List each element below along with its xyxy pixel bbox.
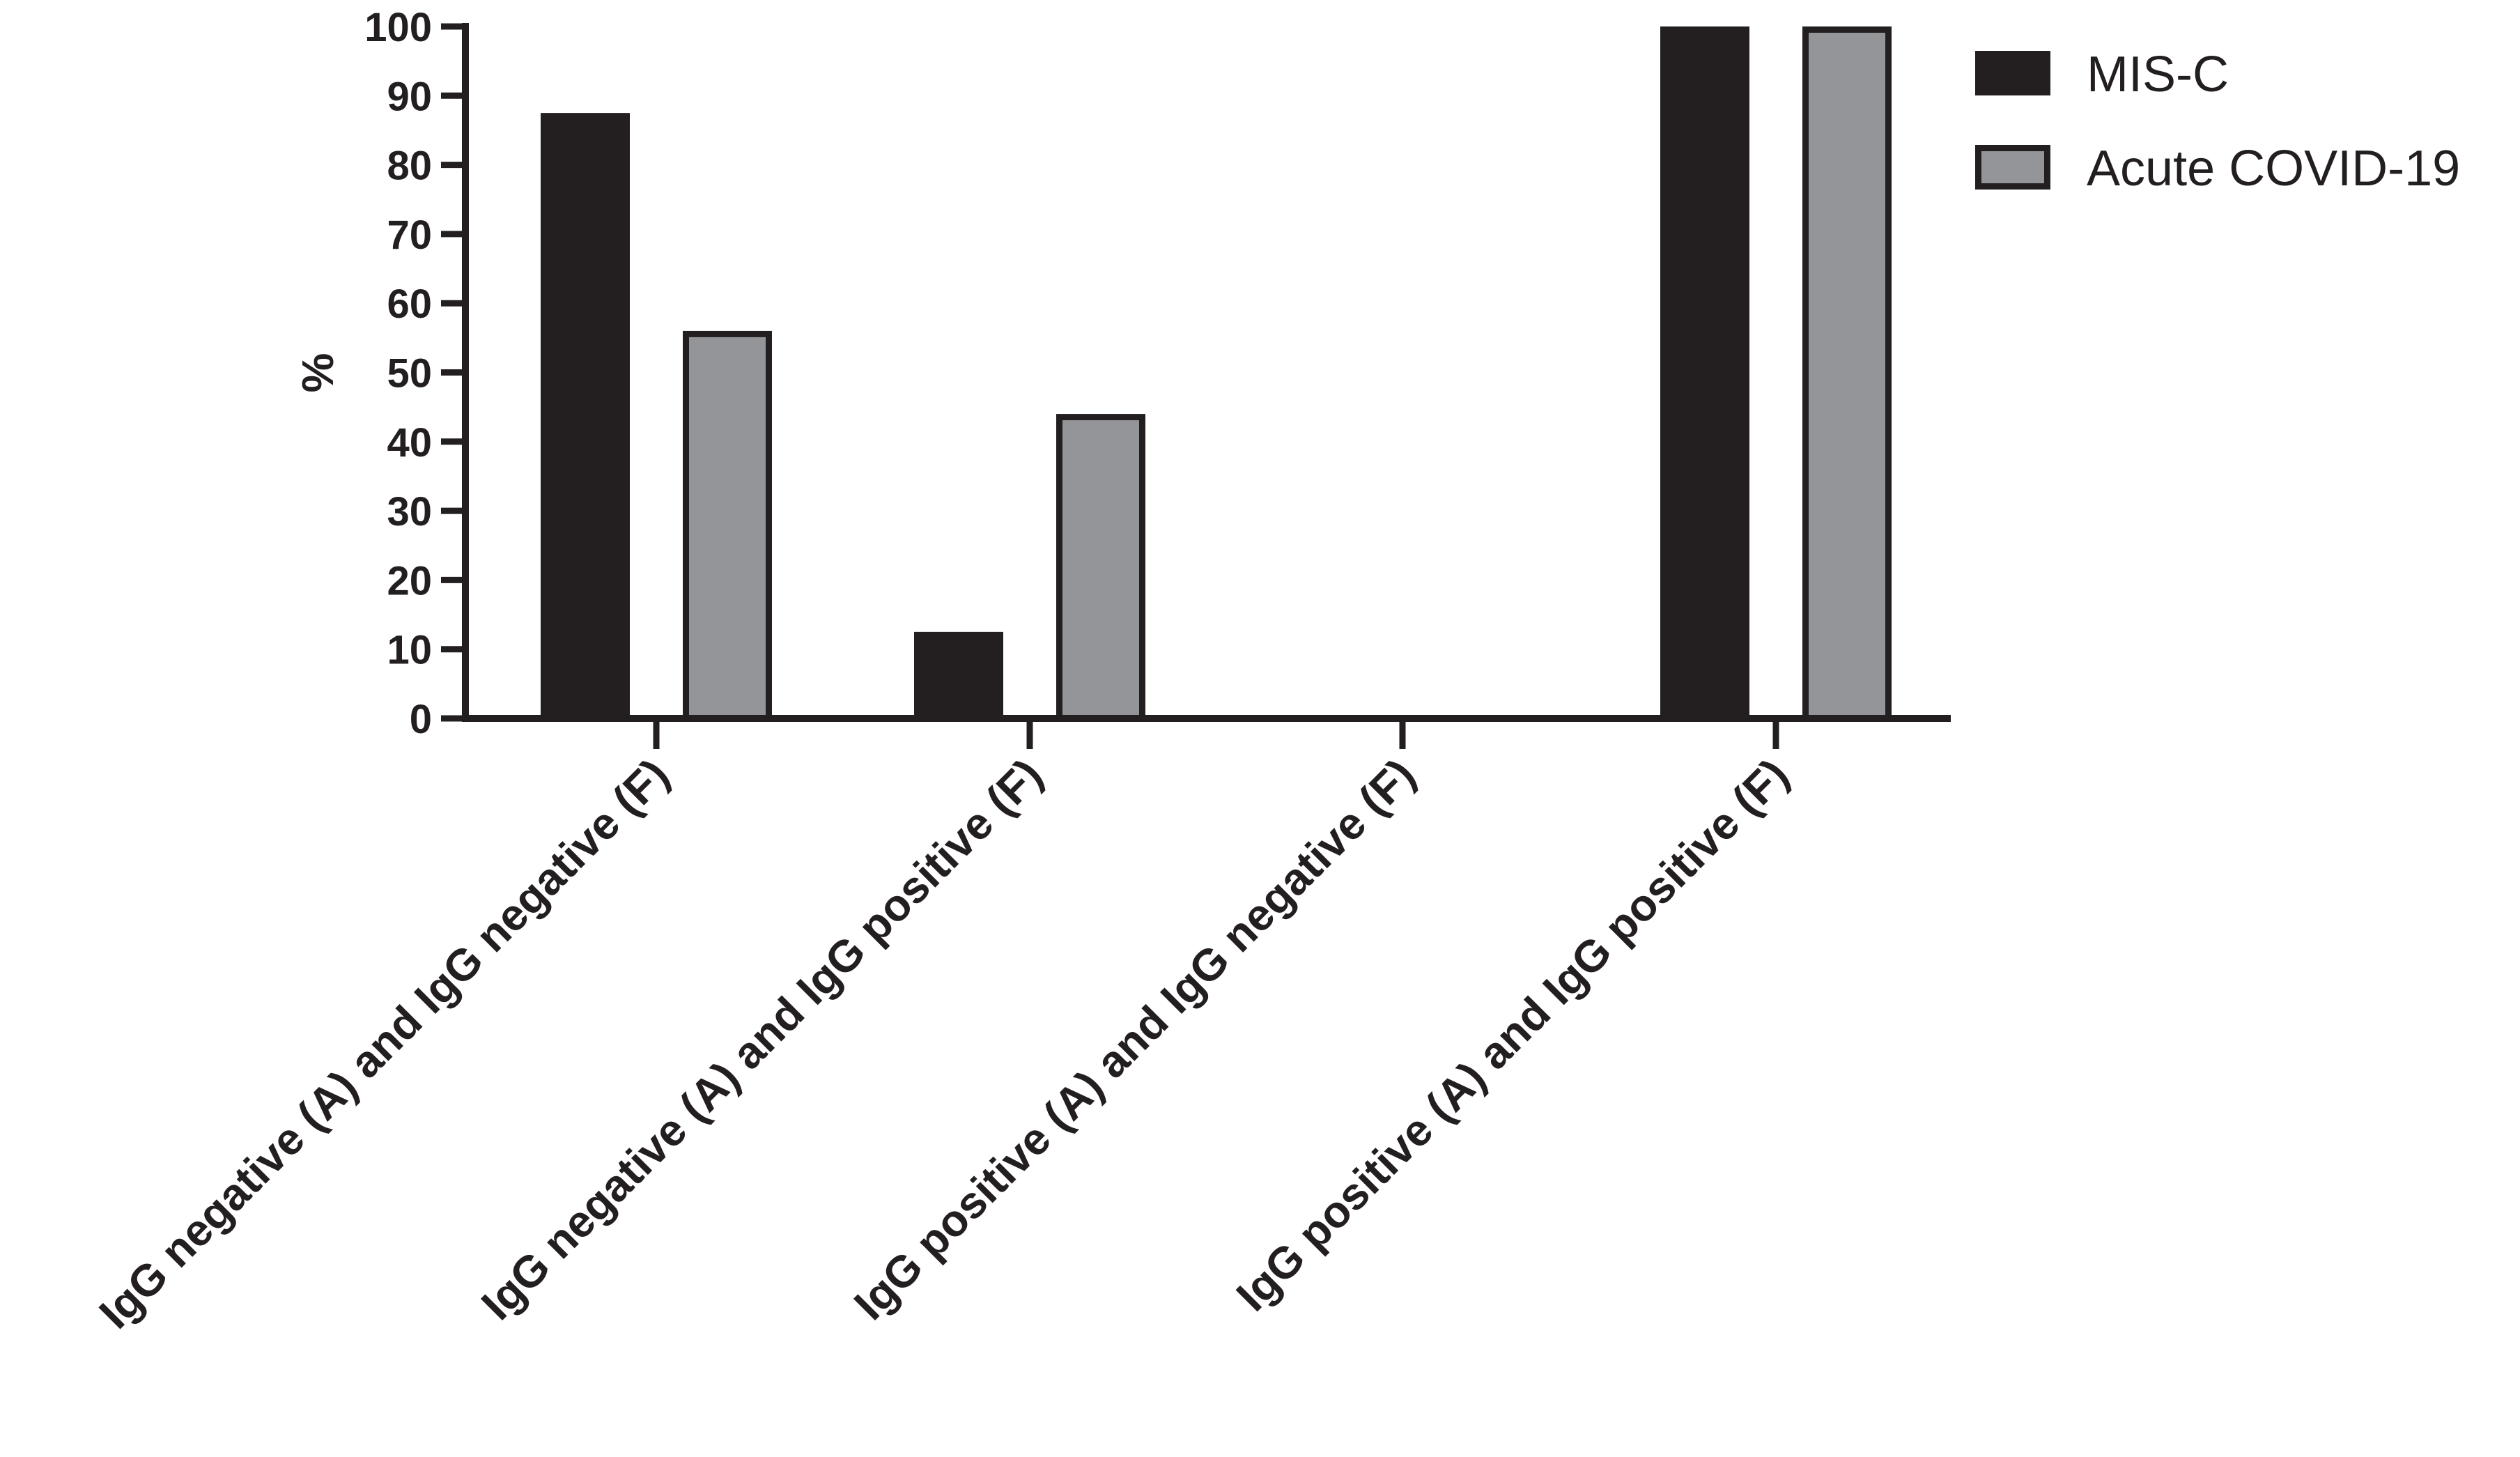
legend-swatch-mis-c: [1975, 51, 2050, 95]
legend-swatch-acute-covid-19: [1975, 145, 2050, 190]
y-tick-label: 0: [410, 697, 432, 742]
y-tick-label: 10: [387, 628, 432, 673]
bar-acute-covid-19-2: [1056, 414, 1145, 722]
legend-label-mis-c: MIS-C: [2087, 47, 2229, 102]
y-tick-label: 80: [387, 144, 432, 189]
y-axis-label: %: [293, 353, 343, 393]
y-tick-label: 60: [387, 282, 432, 327]
y-tick-label: 50: [387, 351, 432, 396]
x-category-label: IgG negative (A) and IgG negative (F): [89, 749, 678, 1338]
bar-mis-c-1: [541, 113, 630, 718]
bar-acute-covid-19-4: [1802, 26, 1892, 722]
y-tick-label: 70: [387, 213, 432, 258]
y-ticks-group: 0 10 20 30 40 50 60 70 80 90 100: [364, 5, 465, 742]
y-tick-label: 100: [364, 5, 432, 50]
y-tick-label: 30: [387, 489, 432, 534]
legend: MIS-C Acute COVID-19: [1975, 47, 2460, 196]
bar-acute-covid-19-1: [683, 330, 772, 722]
bars-group: [541, 26, 1892, 722]
bar-mis-c-2: [914, 631, 1003, 718]
legend-label-acute-covid-19: Acute COVID-19: [2087, 141, 2460, 196]
y-tick-label: 90: [387, 74, 432, 119]
bar-mis-c-4: [1660, 26, 1749, 718]
x-ticks-group: IgG negative (A) and IgG negative (F)IgG…: [89, 718, 1798, 1338]
y-tick-label: 20: [387, 558, 432, 603]
y-tick-label: 40: [387, 420, 432, 465]
